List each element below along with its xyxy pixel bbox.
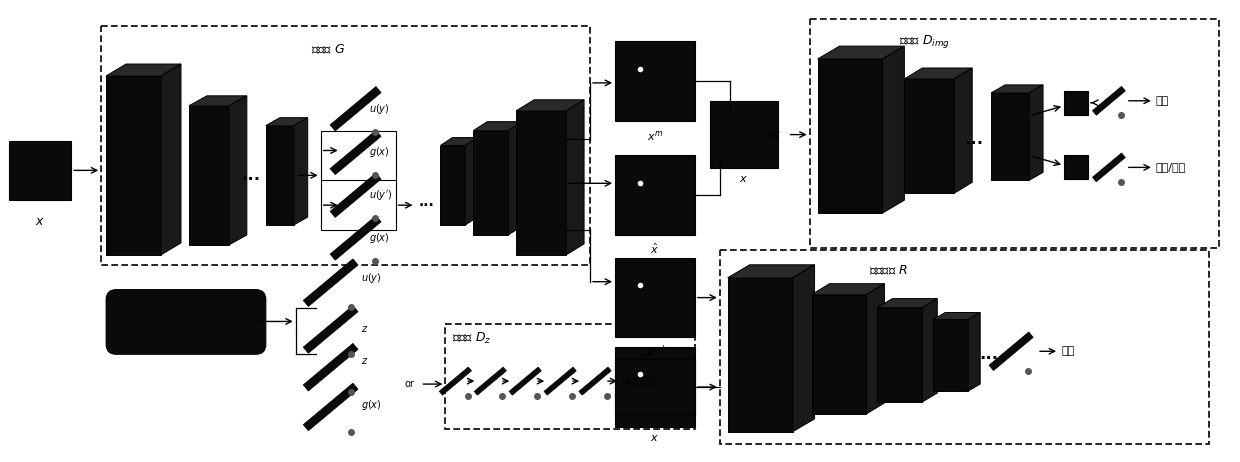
Polygon shape xyxy=(923,298,937,402)
Polygon shape xyxy=(1029,85,1043,180)
Polygon shape xyxy=(229,96,247,245)
Polygon shape xyxy=(811,284,884,295)
Polygon shape xyxy=(811,295,867,414)
Polygon shape xyxy=(878,308,923,402)
Polygon shape xyxy=(330,173,381,218)
Polygon shape xyxy=(440,146,465,225)
Polygon shape xyxy=(330,216,381,260)
Polygon shape xyxy=(161,64,181,255)
Text: 识别网络 $R$: 识别网络 $R$ xyxy=(869,264,908,277)
Text: $u(y)$: $u(y)$ xyxy=(361,271,381,285)
Polygon shape xyxy=(934,319,968,391)
Text: 判别器 $D_{img}$: 判别器 $D_{img}$ xyxy=(899,33,950,50)
Text: ...: ... xyxy=(242,166,260,184)
Polygon shape xyxy=(330,130,381,175)
Polygon shape xyxy=(508,122,522,235)
Text: ...: ... xyxy=(980,345,998,363)
Text: $z$: $z$ xyxy=(361,324,368,334)
Polygon shape xyxy=(883,46,904,213)
Polygon shape xyxy=(792,265,815,432)
Bar xyxy=(445,324,694,429)
Polygon shape xyxy=(728,265,815,278)
Polygon shape xyxy=(474,122,522,131)
Text: or: or xyxy=(404,379,414,389)
Polygon shape xyxy=(107,64,181,76)
FancyBboxPatch shape xyxy=(107,290,265,354)
Bar xyxy=(615,155,694,235)
Polygon shape xyxy=(579,367,611,395)
Bar xyxy=(10,140,71,200)
Bar xyxy=(615,41,694,121)
Polygon shape xyxy=(991,93,1029,180)
Text: $x$: $x$ xyxy=(651,433,660,443)
Polygon shape xyxy=(904,68,972,79)
Text: $x^m$: $x^m$ xyxy=(647,128,663,143)
Text: $g(x)$: $g(x)$ xyxy=(368,231,389,245)
Bar xyxy=(102,26,590,265)
Polygon shape xyxy=(934,312,980,319)
Text: $u(y)$: $u(y)$ xyxy=(368,102,389,116)
Bar xyxy=(1064,91,1087,115)
Polygon shape xyxy=(265,126,294,225)
Polygon shape xyxy=(265,118,308,126)
Polygon shape xyxy=(544,367,577,395)
Bar xyxy=(321,131,396,230)
Polygon shape xyxy=(516,111,567,255)
Text: $g(x)$: $g(x)$ xyxy=(361,398,381,412)
Polygon shape xyxy=(510,367,542,395)
Bar xyxy=(615,359,694,414)
Polygon shape xyxy=(1092,86,1126,115)
Bar xyxy=(810,19,1219,248)
Text: $u(y')$: $u(y')$ xyxy=(368,188,392,202)
Bar xyxy=(615,258,694,337)
Polygon shape xyxy=(304,259,358,306)
Bar xyxy=(1064,155,1087,179)
Polygon shape xyxy=(567,100,584,255)
Polygon shape xyxy=(474,131,508,235)
Polygon shape xyxy=(188,96,247,106)
Text: ...: ... xyxy=(418,195,434,209)
Polygon shape xyxy=(968,312,980,391)
Bar xyxy=(709,101,777,168)
Polygon shape xyxy=(294,118,308,225)
Polygon shape xyxy=(878,298,937,308)
Polygon shape xyxy=(516,100,584,111)
Text: 分类: 分类 xyxy=(1156,96,1169,106)
Text: $\hat{x}$: $\hat{x}$ xyxy=(651,242,660,256)
Text: $x$: $x$ xyxy=(36,215,45,228)
Polygon shape xyxy=(817,46,904,59)
Text: $g(x)$: $g(x)$ xyxy=(368,146,389,159)
Text: 判别器 $D_z$: 判别器 $D_z$ xyxy=(453,331,492,346)
Text: 分类: 分类 xyxy=(1061,346,1074,356)
Polygon shape xyxy=(465,138,477,225)
Polygon shape xyxy=(1092,153,1126,182)
Text: $x$: $x$ xyxy=(739,174,748,184)
Polygon shape xyxy=(440,138,477,146)
Polygon shape xyxy=(991,85,1043,93)
Polygon shape xyxy=(867,284,884,414)
Polygon shape xyxy=(304,343,358,391)
Text: →真实/虚假: →真实/虚假 xyxy=(622,376,657,386)
Polygon shape xyxy=(107,76,161,255)
Polygon shape xyxy=(990,332,1033,371)
Text: ...: ... xyxy=(965,129,983,147)
Polygon shape xyxy=(474,367,506,395)
Polygon shape xyxy=(330,86,381,131)
Text: $x^{p,l}$: $x^{p,l}$ xyxy=(645,343,665,360)
Polygon shape xyxy=(304,383,358,431)
Text: or: or xyxy=(768,129,780,140)
Text: 真实/虚假: 真实/虚假 xyxy=(1156,162,1185,172)
Bar xyxy=(615,347,694,427)
Text: $z$: $z$ xyxy=(361,356,368,366)
Polygon shape xyxy=(904,79,955,193)
Polygon shape xyxy=(304,305,358,353)
Bar xyxy=(719,250,1209,444)
Polygon shape xyxy=(439,367,471,395)
Polygon shape xyxy=(955,68,972,193)
Polygon shape xyxy=(188,106,229,245)
Polygon shape xyxy=(728,278,792,432)
Text: 生成器 $G$: 生成器 $G$ xyxy=(311,43,345,56)
Polygon shape xyxy=(817,59,883,213)
